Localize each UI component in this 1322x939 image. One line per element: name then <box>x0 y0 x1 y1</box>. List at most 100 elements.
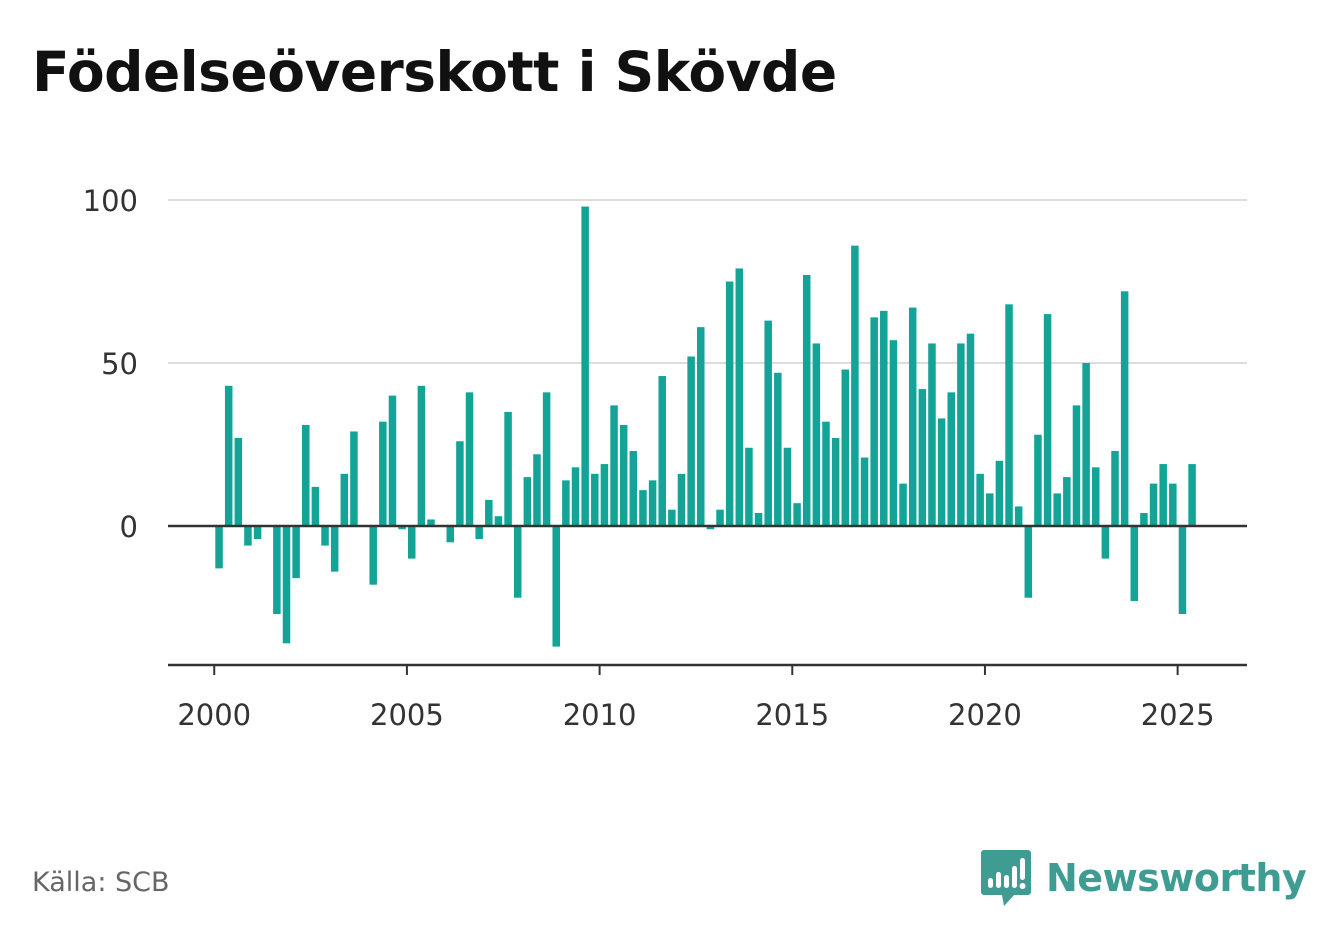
x-tick-label: 2000 <box>177 698 251 732</box>
brand-logo: Newsworthy <box>980 848 1307 908</box>
axes <box>168 524 1247 675</box>
bar <box>706 526 715 530</box>
bar <box>350 431 358 526</box>
newsworthy-logo-icon <box>981 850 1031 906</box>
bar <box>1034 434 1042 526</box>
x-tick-label: 2015 <box>755 698 829 732</box>
brand-name: Newsworthy <box>1046 856 1307 900</box>
bar <box>292 526 300 579</box>
bar <box>1178 526 1187 615</box>
y-tick-label: 100 <box>83 184 138 218</box>
bar <box>841 369 850 526</box>
bar <box>330 526 339 572</box>
bar <box>725 281 734 526</box>
bar <box>668 509 676 526</box>
bar <box>446 526 455 543</box>
bar <box>542 392 551 526</box>
bar <box>581 206 589 526</box>
bar <box>880 310 888 526</box>
bar <box>831 437 840 526</box>
bar <box>407 526 416 559</box>
x-tick-label: 2020 <box>948 698 1022 732</box>
x-tick-label: 2025 <box>1141 698 1215 732</box>
bar <box>417 385 426 526</box>
bar <box>475 526 483 540</box>
bar <box>697 327 705 526</box>
bar <box>802 274 811 526</box>
bar <box>1005 304 1013 526</box>
bar <box>918 389 927 526</box>
bar <box>1072 405 1081 526</box>
bar <box>783 447 792 526</box>
bar <box>908 307 917 526</box>
bar <box>1130 526 1139 601</box>
bar <box>485 499 493 526</box>
bar <box>1120 291 1129 526</box>
bar <box>677 473 686 526</box>
bar <box>995 460 1004 526</box>
bar <box>1169 483 1177 526</box>
bar <box>716 509 724 526</box>
source-note: Källa: SCB <box>32 867 170 898</box>
bar <box>379 421 387 526</box>
x-tick-label: 2010 <box>563 698 637 732</box>
bar <box>591 473 599 526</box>
chart-title: Födelseöverskott i Skövde <box>32 40 837 104</box>
bar <box>812 343 821 526</box>
bar <box>639 490 647 526</box>
bar <box>870 317 878 526</box>
bar <box>793 503 801 526</box>
bar <box>860 457 869 526</box>
bar <box>552 526 560 647</box>
bar <box>966 333 975 526</box>
bars <box>215 206 1196 647</box>
bar <box>976 473 984 526</box>
bar <box>215 526 223 569</box>
bar <box>754 512 763 526</box>
bar <box>745 447 753 526</box>
bar <box>928 343 936 526</box>
bar <box>311 486 320 526</box>
bar <box>282 526 291 644</box>
bar <box>427 519 435 526</box>
x-tick-label: 2005 <box>370 698 444 732</box>
bar <box>1024 526 1033 598</box>
bar <box>937 418 946 526</box>
bar <box>1043 314 1052 526</box>
bar <box>571 467 580 526</box>
bar <box>1149 483 1158 526</box>
bar <box>321 526 329 546</box>
bar <box>398 526 406 530</box>
tick-labels: 0 50 100 2000 2005 2010 2015 2020 2025 <box>83 184 1215 732</box>
bar <box>523 477 532 526</box>
bar <box>629 451 638 526</box>
bar <box>1053 493 1061 526</box>
bar-chart: 0 50 100 2000 2005 2010 2015 2020 2025 <box>83 184 1247 732</box>
bar <box>1063 477 1071 526</box>
bar <box>504 411 512 526</box>
bar <box>1140 512 1148 526</box>
bar <box>388 395 397 526</box>
y-tick-label: 0 <box>120 510 138 544</box>
bar <box>687 356 695 526</box>
bar <box>494 516 503 526</box>
bar <box>986 493 994 526</box>
bar <box>889 340 898 526</box>
bar <box>1159 464 1167 526</box>
bar <box>1082 363 1090 526</box>
bar <box>369 526 377 585</box>
bar <box>465 392 474 526</box>
bar <box>1188 464 1196 526</box>
bar <box>1111 451 1119 526</box>
bar <box>562 480 570 526</box>
bar <box>658 376 666 526</box>
bar <box>600 464 609 526</box>
bar <box>899 483 907 526</box>
bar <box>774 372 782 526</box>
bar <box>340 473 349 526</box>
bar <box>764 320 772 526</box>
bar <box>273 526 281 615</box>
bar <box>253 526 262 540</box>
bar <box>302 424 310 526</box>
y-tick-label: 50 <box>101 347 138 381</box>
